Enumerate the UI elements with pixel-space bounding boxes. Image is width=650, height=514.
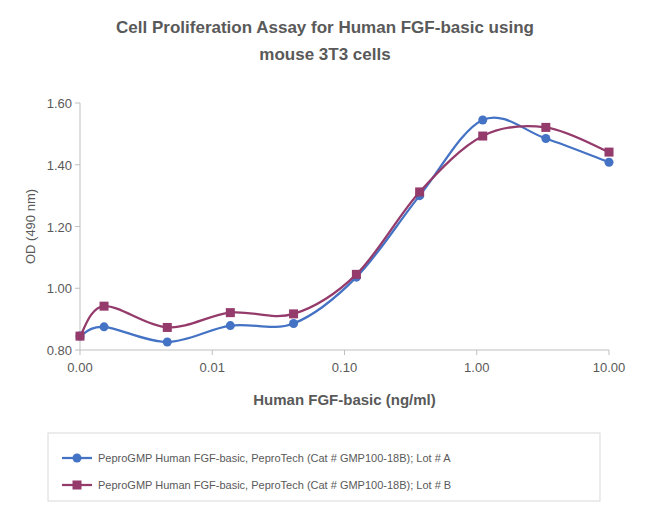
data-point — [605, 158, 614, 167]
series-line — [80, 126, 609, 336]
y-tick — [75, 164, 80, 165]
data-point — [226, 308, 235, 317]
chart-title: Cell Proliferation Assay for Human FGF-b… — [95, 14, 555, 68]
x-tick — [476, 350, 477, 355]
data-point — [76, 332, 85, 341]
x-tick — [212, 350, 213, 355]
legend-label: PeproGMP Human FGF-basic, PeproTech (Cat… — [98, 452, 451, 464]
series-line — [80, 118, 609, 342]
y-tick — [75, 226, 80, 227]
data-point — [541, 123, 550, 132]
y-tick-label: 1.20 — [47, 220, 72, 235]
x-tick-label: 10.00 — [593, 360, 626, 375]
x-tick-label: 0.10 — [332, 360, 357, 375]
x-tick-label: 1.00 — [464, 360, 489, 375]
x-tick — [344, 350, 345, 355]
data-point — [76, 332, 85, 341]
data-point — [100, 302, 109, 311]
legend-box — [48, 433, 600, 501]
x-tick — [80, 350, 81, 355]
data-point — [289, 319, 298, 328]
legend-marker — [73, 481, 82, 490]
data-point — [478, 115, 487, 124]
x-axis — [80, 350, 609, 351]
y-tick — [75, 350, 80, 351]
data-point — [478, 132, 487, 141]
x-axis-title: Human FGF-basic (ng/ml) — [253, 391, 436, 408]
chart: 0.80 1.00 1.20 1.40 1.60 0.00 0.01 0.10 1.00 10.0… — [0, 0, 650, 514]
data-point — [163, 337, 172, 346]
x-tick-label: 0.01 — [200, 360, 225, 375]
data-point — [541, 134, 550, 143]
y-tick — [75, 103, 80, 104]
legend-label: PeproGMP Human FGF-basic, PeproTech (Cat… — [98, 479, 451, 491]
data-point — [163, 323, 172, 332]
data-point — [100, 322, 109, 331]
x-tick-label: 0.00 — [67, 360, 92, 375]
y-tick — [75, 288, 80, 289]
y-tick-label: 1.00 — [47, 281, 72, 296]
y-tick-label: 0.80 — [47, 343, 72, 358]
x-tick — [609, 350, 610, 355]
y-tick-label: 1.60 — [47, 96, 72, 111]
data-point — [289, 309, 298, 318]
data-point — [605, 148, 614, 157]
y-axis — [80, 103, 81, 350]
data-point — [415, 187, 424, 196]
legend: PeproGMP Human FGF-basic, PeproTech (Cat… — [48, 433, 600, 501]
legend-marker — [73, 454, 82, 463]
y-tick-label: 1.40 — [47, 158, 72, 173]
data-point — [226, 321, 235, 330]
plot-area — [76, 115, 614, 346]
data-point — [352, 270, 361, 279]
y-axis-title: OD (490 nm) — [23, 189, 38, 264]
